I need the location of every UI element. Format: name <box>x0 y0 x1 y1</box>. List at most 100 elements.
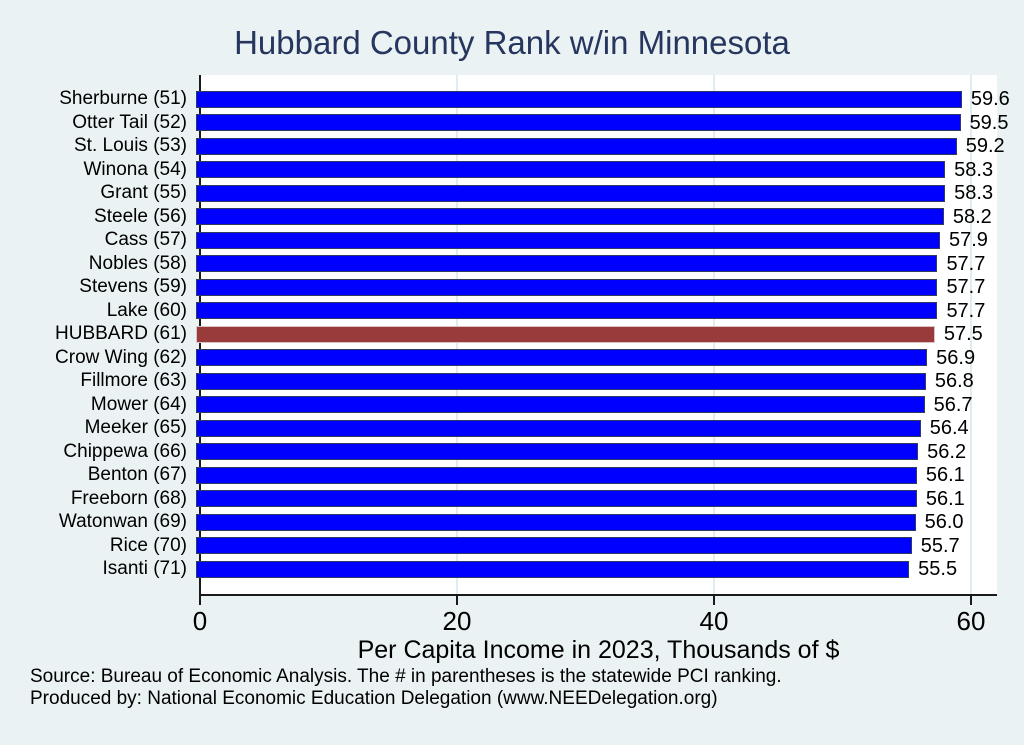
bar-row: Sherburne (51) 59.6 <box>0 88 1024 110</box>
bar-row: Cass (57) 57.9 <box>0 229 1024 251</box>
category-label: Winona (54) <box>83 158 188 180</box>
category-label: Otter Tail (52) <box>72 111 187 133</box>
bar <box>196 208 944 225</box>
bar-track: 57.7 <box>196 300 1024 322</box>
value-label: 56.1 <box>925 487 965 510</box>
value-label: 56.1 <box>925 464 965 486</box>
bar <box>196 255 938 272</box>
bar <box>196 278 938 296</box>
value-label: 56.0 <box>924 511 964 533</box>
x-tick-label: 0 <box>192 606 208 636</box>
bar-track: 57.7 <box>196 276 1024 298</box>
value-label: 58.3 <box>954 158 994 181</box>
bar-row: Nobles (58) 57.7 <box>0 253 1024 275</box>
category-label: Watonwan (69) <box>58 511 187 532</box>
bar <box>196 466 917 484</box>
bar <box>196 302 938 319</box>
value-label: 58.2 <box>952 205 992 228</box>
category-label: Isanti (71) <box>102 558 187 579</box>
bar <box>196 231 940 249</box>
value-label: 56.9 <box>936 346 976 369</box>
bar-row: Watonwan (69) 56.0 <box>0 511 1024 533</box>
bar-row: Fillmore (63) 56.8 <box>0 370 1024 392</box>
value-label: 59.6 <box>970 88 1010 110</box>
bar-track: 56.1 <box>196 488 1024 510</box>
x-axis-line <box>199 594 997 596</box>
category-label: Lake (60) <box>106 299 187 321</box>
bar-row: Isanti (71) 55.5 <box>0 558 1024 580</box>
highlight-bar <box>196 325 935 343</box>
value-label: 57.7 <box>946 276 986 298</box>
bar-row: HUBBARD (61) 57.5 <box>0 323 1024 345</box>
bar-track: 56.1 <box>196 464 1024 486</box>
bar-track: 56.2 <box>196 441 1024 463</box>
category-label: Mower (64) <box>90 393 187 415</box>
value-label: 59.5 <box>969 111 1009 134</box>
bar-track: 55.7 <box>196 535 1024 557</box>
bar-track: 57.9 <box>196 229 1024 251</box>
x-axis-title: Per Capita Income in 2023, Thousands of … <box>357 636 840 664</box>
category-label: Nobles (58) <box>88 252 187 274</box>
value-label: 56.4 <box>929 417 969 439</box>
bar <box>196 513 916 531</box>
category-label: Rice (70) <box>109 534 187 556</box>
category-label: Steele (56) <box>94 205 187 227</box>
bar-row: Grant (55) 58.3 <box>0 182 1024 204</box>
category-label: Benton (67) <box>87 464 187 485</box>
x-tick-label: 20 <box>442 606 472 636</box>
bar-track: 57.7 <box>196 253 1024 275</box>
category-label: St. Louis (53) <box>74 135 187 156</box>
bar-track: 56.0 <box>196 511 1024 533</box>
bar-row: Stevens (59) 57.7 <box>0 276 1024 298</box>
bar-track: 56.7 <box>196 394 1024 416</box>
bar-track: 59.5 <box>196 112 1024 134</box>
x-tick <box>713 596 715 605</box>
bar-rows: Sherburne (51) 59.6 Otter Tail (52) 59.5 St.… <box>0 75 1024 595</box>
bar <box>196 560 910 578</box>
bar-row: Mower (64) 56.7 <box>0 394 1024 416</box>
bar <box>196 490 917 507</box>
bar-row: Freeborn (68) 56.1 <box>0 488 1024 510</box>
bar-row: Steele (56) 58.2 <box>0 206 1024 228</box>
bar-track: 56.4 <box>196 417 1024 439</box>
bar-row: Benton (67) 56.1 <box>0 464 1024 486</box>
bar <box>196 349 928 366</box>
value-label: 58.3 <box>954 182 994 204</box>
bar-track: 56.9 <box>196 347 1024 369</box>
bar <box>196 137 957 155</box>
footer-produced-line: Produced by: National Economic Education… <box>30 688 718 709</box>
bar-row: Chippewa (66) 56.2 <box>0 441 1024 463</box>
bar <box>196 396 925 413</box>
value-label: 57.9 <box>949 229 988 251</box>
category-label: HUBBARD (61) <box>55 323 187 344</box>
value-label: 57.5 <box>943 323 983 345</box>
category-label: Freeborn (68) <box>70 487 187 509</box>
value-label: 56.2 <box>927 440 967 463</box>
category-label: Grant (55) <box>100 182 187 203</box>
bar-track: 56.8 <box>196 370 1024 392</box>
bar-row: St. Louis (53) 59.2 <box>0 135 1024 157</box>
bar-row: Rice (70) 55.7 <box>0 535 1024 557</box>
category-label: Chippewa (66) <box>63 440 187 462</box>
footer-source-line: Source: Bureau of Economic Analysis. The… <box>30 666 782 687</box>
gridline-60 <box>970 75 972 595</box>
value-label: 56.8 <box>934 370 974 392</box>
bar <box>196 419 921 437</box>
category-label: Fillmore (63) <box>80 370 187 391</box>
value-label: 57.7 <box>946 299 986 322</box>
bar-track: 58.3 <box>196 182 1024 204</box>
value-label: 57.7 <box>946 252 986 275</box>
category-label: Cass (57) <box>104 229 187 250</box>
x-tick <box>970 596 972 605</box>
bar-row: Meeker (65) 56.4 <box>0 417 1024 439</box>
bar-row: Otter Tail (52) 59.5 <box>0 112 1024 134</box>
value-label: 56.7 <box>933 393 973 416</box>
value-label: 55.7 <box>920 534 960 557</box>
bar <box>196 90 962 108</box>
x-tick-label: 60 <box>956 606 986 636</box>
chart-title: Hubbard County Rank w/in Minnesota <box>234 24 790 61</box>
bar-track: 58.3 <box>196 159 1024 181</box>
category-label: Sherburne (51) <box>59 88 187 109</box>
bar <box>196 537 912 554</box>
bar-row: Winona (54) 58.3 <box>0 159 1024 181</box>
